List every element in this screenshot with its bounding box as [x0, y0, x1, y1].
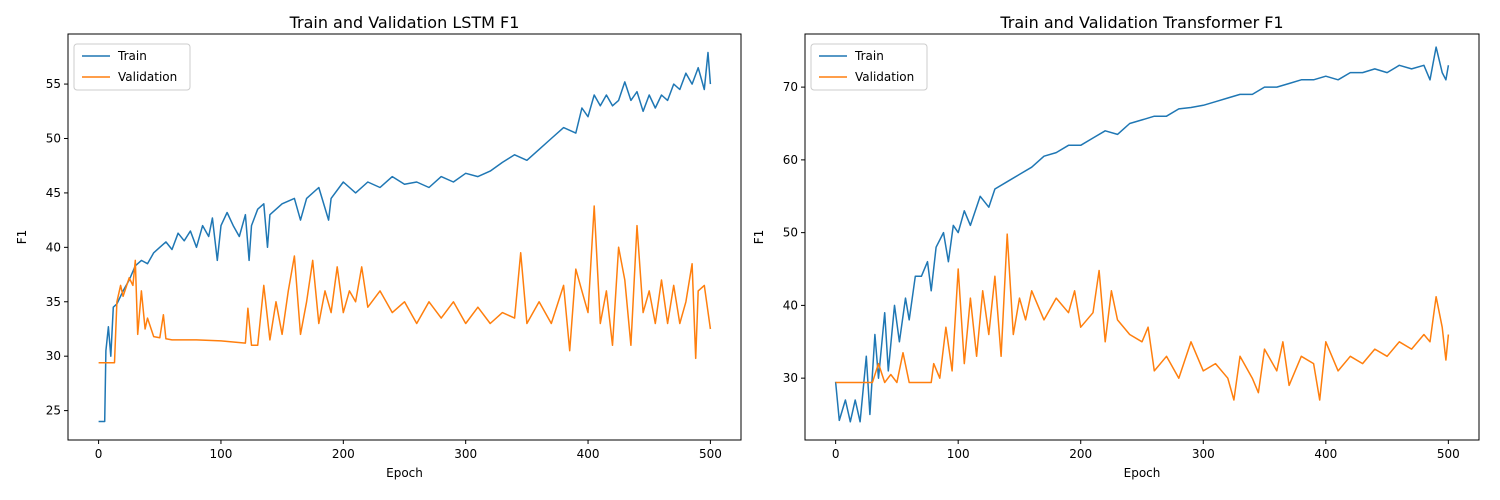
- x-tick-label: 100: [210, 447, 233, 461]
- legend-label-train: Train: [117, 49, 147, 63]
- y-tick-label: 50: [783, 226, 798, 240]
- chart-title: Train and Validation LSTM F1: [289, 13, 520, 32]
- y-axis-label: F1: [15, 230, 29, 245]
- y-tick-label: 30: [783, 371, 798, 385]
- y-axis-label: F1: [752, 230, 766, 245]
- y-tick-label: 40: [783, 298, 798, 312]
- x-tick-label: 0: [95, 447, 103, 461]
- chart-lstm-f1: 0 100 200 300 400 500 25 30 35 40 45 50 55 Train and …: [15, 13, 742, 480]
- series-line-validation: [835, 233, 1450, 401]
- x-axis-label: Epoch: [386, 466, 423, 480]
- legend: Train Validation: [73, 43, 191, 91]
- y-tick-label: 55: [46, 77, 61, 91]
- chart-title: Train and Validation Transformer F1: [999, 13, 1283, 32]
- y-tick-label: 40: [46, 240, 61, 254]
- x-tick-label: 400: [577, 447, 600, 461]
- x-tick-label: 200: [332, 447, 355, 461]
- y-tick-label: 45: [46, 186, 61, 200]
- legend-label-validation: Validation: [118, 70, 177, 84]
- x-tick-label: 500: [1437, 447, 1460, 461]
- y-tick-label: 30: [46, 349, 61, 363]
- plot-frame: [804, 33, 1480, 441]
- series-line-validation: [98, 205, 712, 364]
- x-tick-label: 300: [1192, 447, 1215, 461]
- y-tick-label: 70: [783, 80, 798, 94]
- x-tick-label: 0: [832, 447, 840, 461]
- x-tick-label: 100: [947, 447, 970, 461]
- chart-transformer-f1: 0 100 200 300 400 500 30 40 50 60 70 Train and Vali…: [752, 13, 1480, 480]
- x-tick-label: 200: [1069, 447, 1092, 461]
- x-tick-label: 400: [1314, 447, 1337, 461]
- legend: Train Validation: [810, 43, 928, 91]
- y-tick-label: 60: [783, 153, 798, 167]
- legend-label-validation: Validation: [855, 70, 914, 84]
- plot-frame: [67, 33, 742, 441]
- y-tick-label: 50: [46, 131, 61, 145]
- series-line-train: [98, 51, 712, 423]
- series-line-train: [834, 46, 1450, 423]
- x-tick-label: 500: [699, 447, 722, 461]
- y-tick-label: 25: [46, 404, 61, 418]
- y-tick-label: 35: [46, 295, 61, 309]
- x-tick-label: 300: [454, 447, 477, 461]
- x-axis-label: Epoch: [1124, 466, 1161, 480]
- legend-label-train: Train: [854, 49, 884, 63]
